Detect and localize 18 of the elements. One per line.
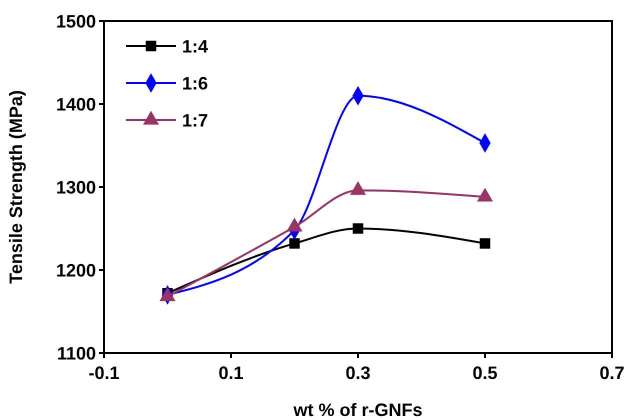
point [352, 223, 364, 234]
x-tick-label: -0.1 [88, 363, 120, 383]
y-axis-title: Tensile Strength (MPa) [6, 90, 26, 284]
legend-label: 1:6 [182, 73, 208, 94]
x-tick-label: 0.3 [345, 363, 371, 383]
y-tick-label: 1200 [56, 260, 96, 280]
legend-label: 1:7 [182, 110, 208, 130]
y-tick-label: 1300 [56, 177, 96, 198]
x-tick-label: 0.7 [599, 363, 625, 383]
point [289, 238, 300, 249]
legend-label: 1:4 [182, 36, 208, 56]
x-axis-title: wt % of r-GNFs [292, 400, 422, 420]
x-tick-label: 0.5 [472, 363, 498, 383]
y-tick-label: 1400 [56, 94, 96, 114]
x-tick-label: 0.1 [218, 363, 244, 383]
y-tick-label: 1500 [56, 11, 96, 32]
y-tick-label: 1100 [56, 343, 96, 364]
point [480, 238, 490, 249]
